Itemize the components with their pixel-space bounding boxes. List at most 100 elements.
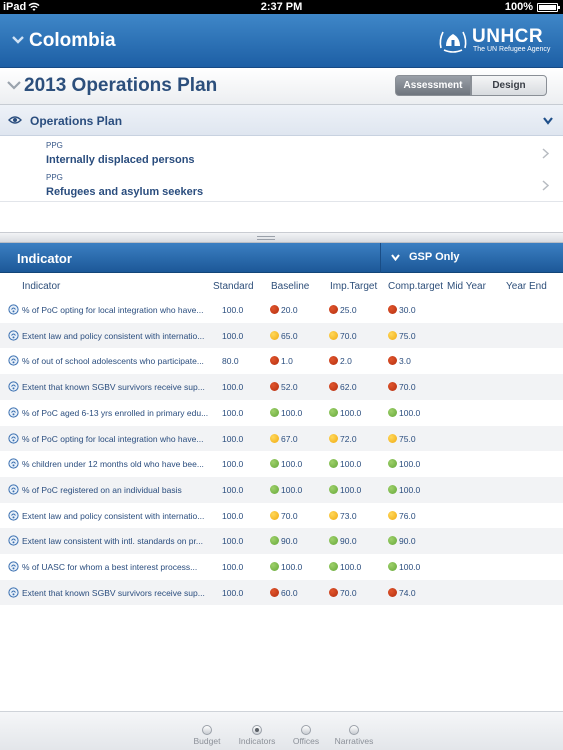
standard-value: 100.0 — [222, 305, 244, 315]
info-icon[interactable] — [8, 407, 19, 418]
baseline-value: 60.0 — [281, 587, 298, 598]
baseline-value: 70.0 — [281, 510, 298, 521]
tab-budget[interactable]: Budget — [182, 712, 232, 750]
comp-target-value: 76.0 — [399, 510, 416, 521]
table-row[interactable]: Extent law and policy consistent with in… — [0, 322, 563, 349]
table-row[interactable]: % of PoC opting for local integration wh… — [0, 425, 563, 452]
indicator-name: % of out of school adolescents who parti… — [22, 356, 204, 367]
imp-target-value: 90.0 — [340, 536, 357, 547]
chevron-down-icon[interactable] — [543, 117, 553, 125]
tab-offices[interactable]: Offices — [281, 712, 331, 750]
indicator-name: % children under 12 months old who have … — [22, 459, 204, 470]
baseline-value: 100.0 — [281, 484, 303, 495]
imp-target-value: 70.0 — [340, 330, 357, 341]
info-icon[interactable] — [8, 561, 19, 572]
comp-target-value: 100.0 — [399, 484, 421, 495]
segment-design[interactable]: Design — [471, 75, 547, 96]
info-icon[interactable] — [8, 432, 19, 444]
unhcr-logo: UNHCR The UN Refugee Agency — [437, 26, 551, 56]
plan-title[interactable]: 2013 Operations Plan — [24, 75, 218, 96]
status-dot-red — [329, 356, 338, 366]
info-icon[interactable] — [8, 509, 19, 521]
status-dot-green — [270, 562, 279, 571]
ppg-row-refugees[interactable]: PPG Refugees and asylum seekers — [0, 169, 563, 202]
logo-tagline: The UN Refugee Agency — [473, 46, 551, 53]
comp-target-value: 100.0 — [399, 459, 421, 470]
country-chevron-down-icon[interactable] — [12, 34, 24, 46]
standard-value: 100.0 — [222, 536, 244, 547]
operations-plan-header[interactable]: Operations Plan — [0, 105, 563, 136]
status-dot-green — [329, 407, 338, 417]
column-header-indicator: Indicator — [22, 281, 61, 292]
imp-target-value: 62.0 — [340, 382, 357, 393]
comp-target-value: 100.0 — [399, 407, 421, 418]
standard-value: 100.0 — [222, 459, 244, 470]
table-row[interactable]: Extent law consistent with intl. standar… — [0, 528, 563, 554]
standard-value: 100.0 — [222, 382, 244, 393]
gsp-filter-dropdown[interactable]: GSP Only — [380, 243, 563, 273]
tab-indicator-icon — [349, 725, 359, 735]
carrier-label: iPad — [3, 1, 27, 13]
tab-narratives[interactable]: Narratives — [329, 712, 379, 750]
bottom-tab-bar: Budget Indicators Offices Narratives — [0, 711, 563, 750]
status-dot-red — [388, 305, 397, 314]
chevron-right-icon — [542, 180, 549, 191]
table-row[interactable]: % of PoC registered on an individual bas… — [0, 476, 563, 503]
battery-icon — [537, 3, 560, 12]
baseline-value: 65.0 — [281, 330, 298, 341]
info-icon[interactable] — [8, 355, 19, 366]
comp-target-value: 90.0 — [399, 536, 416, 547]
info-icon[interactable] — [8, 484, 19, 495]
status-dot-red — [329, 382, 338, 392]
info-icon[interactable] — [8, 381, 19, 392]
table-row[interactable]: % children under 12 months old who have … — [0, 451, 563, 477]
indicator-header: Indicator GSP Only — [0, 243, 563, 273]
table-row[interactable]: Extent that known SGBV survivors receive… — [0, 374, 563, 400]
ppg-name: Refugees and asylum seekers — [46, 186, 204, 198]
standard-value: 100.0 — [222, 587, 244, 598]
indicator-section-title: Indicator — [17, 251, 72, 266]
baseline-value: 67.0 — [281, 433, 298, 444]
table-row[interactable]: Extent that known SGBV survivors receive… — [0, 579, 563, 606]
info-icon[interactable] — [8, 535, 19, 546]
drag-handle-icon[interactable] — [257, 236, 275, 240]
tab-label: Budget — [193, 736, 221, 746]
clock: 2:37 PM — [260, 1, 303, 13]
panel-splitter[interactable] — [0, 232, 563, 243]
standard-value: 100.0 — [222, 484, 244, 495]
imp-target-value: 100.0 — [340, 484, 362, 495]
imp-target-value: 2.0 — [340, 356, 352, 367]
baseline-value: 100.0 — [281, 459, 303, 470]
column-header-year-end: Year End — [506, 281, 547, 292]
standard-value: 100.0 — [222, 407, 244, 418]
info-icon[interactable] — [8, 330, 19, 341]
indicator-name: % of PoC registered on an individual bas… — [22, 484, 182, 495]
status-dot-red — [270, 356, 279, 366]
table-row[interactable]: % of out of school adolescents who parti… — [0, 348, 563, 374]
table-row[interactable]: Extent law and policy consistent with in… — [0, 503, 563, 529]
status-dot-green — [329, 459, 338, 469]
plan-chevron-down-icon[interactable] — [7, 80, 21, 90]
table-row[interactable]: % of PoC opting for local integration wh… — [0, 297, 563, 323]
wifi-icon — [28, 2, 40, 11]
table-row[interactable]: % of PoC aged 6-13 yrs enrolled in prima… — [0, 400, 563, 426]
status-dot-green — [270, 536, 279, 546]
status-dot-red — [270, 587, 279, 597]
info-icon[interactable] — [8, 458, 19, 469]
baseline-value: 20.0 — [281, 305, 298, 315]
imp-target-value: 100.0 — [340, 562, 362, 572]
status-dot-red — [329, 587, 338, 597]
status-dot-red — [388, 356, 397, 366]
tab-indicators[interactable]: Indicators — [232, 712, 282, 750]
standard-value: 100.0 — [222, 330, 244, 341]
indicator-name: Extent law and policy consistent with in… — [22, 330, 205, 341]
info-icon[interactable] — [8, 304, 19, 315]
table-row[interactable]: % of UASC for whom a best interest proce… — [0, 554, 563, 580]
country-title[interactable]: Colombia — [29, 30, 116, 51]
info-icon[interactable] — [8, 587, 19, 598]
ppg-row-idp[interactable]: PPG Internally displaced persons — [0, 137, 563, 170]
status-dot-red — [270, 305, 279, 314]
chevron-right-icon — [542, 148, 549, 159]
segment-assessment[interactable]: Assessment — [395, 75, 471, 96]
indicator-name: % of PoC opting for local integration wh… — [22, 305, 204, 315]
